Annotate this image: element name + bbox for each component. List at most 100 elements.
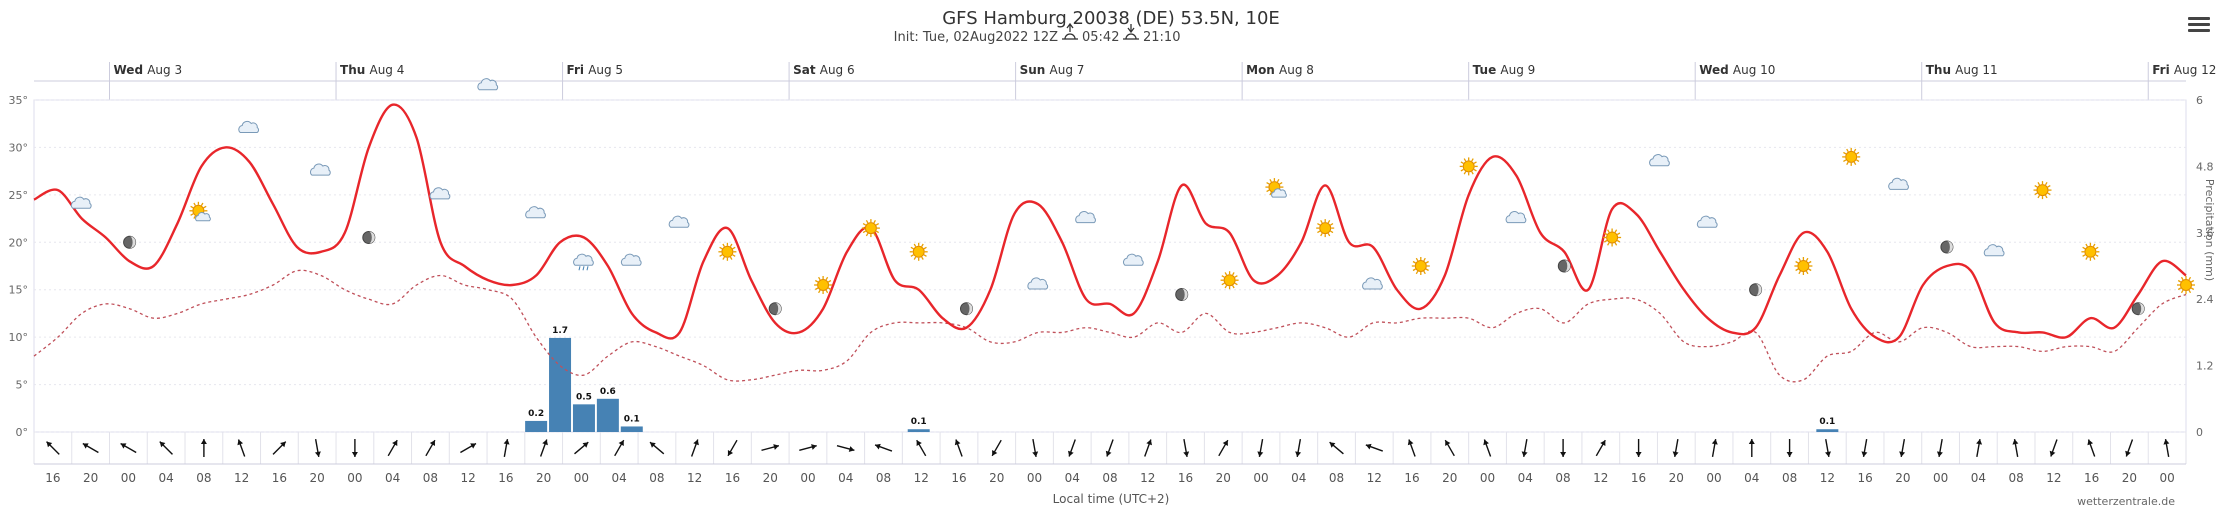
x-tick-label: 08 xyxy=(196,471,211,485)
chart-title: GFS Hamburg 20038 (DE) 53.5N, 10E xyxy=(942,8,1280,29)
moon-icon xyxy=(960,302,973,316)
credit-text: wetterzentrale.de xyxy=(2077,495,2175,508)
hamburger-menu-icon[interactable] xyxy=(2186,14,2212,40)
wind-arrow-icon xyxy=(1183,439,1190,457)
sun-disc xyxy=(864,222,877,235)
sun-ray xyxy=(2037,181,2041,186)
moon-phase xyxy=(1946,241,1953,253)
sun-ray xyxy=(1327,232,1331,237)
sun-ray xyxy=(1269,191,1272,196)
wind-head xyxy=(2163,439,2170,445)
wind-head xyxy=(82,443,89,449)
day-label: Mon Aug 8 xyxy=(1246,63,1314,77)
sun-ray xyxy=(1327,219,1331,224)
sun-ray xyxy=(1853,148,1857,153)
wind-arrow-icon xyxy=(387,439,398,457)
sunrise-icon xyxy=(1062,22,1078,40)
cloud-shape xyxy=(1649,154,1670,167)
wind-arrow-icon xyxy=(1936,439,1943,457)
wind-head xyxy=(2125,450,2131,457)
cloud-shape xyxy=(1362,277,1383,290)
sun-ray xyxy=(722,256,725,260)
sun-ray xyxy=(1607,242,1610,246)
x-tick-label: 00 xyxy=(1933,471,1948,485)
sun-ray xyxy=(1269,178,1272,183)
sun-ray xyxy=(1473,168,1477,172)
moon-icon xyxy=(1940,240,1954,254)
sun-ray xyxy=(193,202,196,206)
sun-icon xyxy=(814,276,833,294)
cloud-icon xyxy=(1362,277,1383,290)
wind-head xyxy=(1672,451,1679,457)
wind-head xyxy=(1257,451,1264,457)
sun-ray xyxy=(1795,260,1799,264)
sun-ray xyxy=(818,276,821,281)
y-tick-right: 4.8 xyxy=(2196,160,2214,173)
sun-ray xyxy=(2092,256,2096,260)
cloud-icon xyxy=(70,196,92,209)
moon-phase xyxy=(1181,288,1188,301)
sun-ray xyxy=(814,287,819,291)
sun-ray xyxy=(1795,268,1799,272)
y-tick-left: 35° xyxy=(9,94,29,107)
moon-icon xyxy=(768,302,782,316)
x-tick-label: 20 xyxy=(763,471,778,485)
sun-ray xyxy=(923,254,927,257)
sun-ray xyxy=(1805,270,1809,275)
sun-ray xyxy=(1607,229,1610,233)
cloud-icon xyxy=(1983,244,2005,257)
x-tick-label: 00 xyxy=(1480,471,1495,485)
sun-ray xyxy=(1460,168,1464,172)
cloud-icon xyxy=(1505,211,1527,224)
x-tick-label: 08 xyxy=(649,471,664,485)
x-tick-label: 12 xyxy=(1367,471,1382,485)
wind-head xyxy=(916,440,922,447)
wind-head xyxy=(582,442,589,448)
x-tick-label: 04 xyxy=(1291,471,1306,485)
cloud-shape xyxy=(238,120,259,133)
series-lines xyxy=(33,103,2187,383)
sun-ray xyxy=(732,246,736,250)
wind-arrow-icon xyxy=(1521,439,1528,457)
wind-arrow-icon xyxy=(272,441,287,455)
x-tick-label: 12 xyxy=(1820,471,1835,485)
x-tick-label: 00 xyxy=(1027,471,1042,485)
sun-icon xyxy=(1411,257,1430,275)
x-tick-label: 00 xyxy=(121,471,136,485)
wind-arrow-icon xyxy=(2087,439,2096,457)
wind-arrow-icon xyxy=(1861,439,1868,457)
x-tick-label: 12 xyxy=(687,471,702,485)
sun-disc xyxy=(2084,245,2097,258)
sun-ray xyxy=(1856,159,1860,162)
cloud-shape xyxy=(195,212,211,222)
wind-head xyxy=(1748,439,1755,444)
wind-head xyxy=(811,444,817,450)
wind-head xyxy=(1711,439,1718,445)
cloud-shape xyxy=(429,187,451,200)
sun-ray xyxy=(1425,268,1429,272)
x-tick-label: 08 xyxy=(1102,471,1117,485)
wind-arrow-icon xyxy=(954,439,963,457)
y-tick-left: 5° xyxy=(16,379,29,392)
day-label: Tue Aug 9 xyxy=(1473,63,1536,77)
init-text: Init: Tue, 02Aug2022 12Z xyxy=(894,30,1058,45)
wind-arrow-icon xyxy=(1976,439,1983,457)
wind-arrow-icon xyxy=(1295,439,1302,457)
wind-arrow-icon xyxy=(1560,439,1567,457)
sun-ray xyxy=(2085,256,2088,260)
sun-ray xyxy=(1853,161,1857,166)
x-tick-label: 00 xyxy=(1706,471,1721,485)
sun-icon xyxy=(1603,228,1622,247)
cloud-icon xyxy=(477,78,499,91)
sun-ray xyxy=(1805,257,1809,262)
wind-arrow-icon xyxy=(761,444,780,452)
moon-phase xyxy=(775,302,782,315)
sun-disc xyxy=(1462,160,1475,173)
wind-arrow-icon xyxy=(237,439,246,457)
rain-drop xyxy=(578,266,581,271)
x-tick-label: 16 xyxy=(725,471,740,485)
wind-head xyxy=(1483,439,1489,446)
wind-arrow-icon xyxy=(574,441,589,455)
precip-bar xyxy=(1816,429,1839,432)
wind-head xyxy=(542,439,548,446)
